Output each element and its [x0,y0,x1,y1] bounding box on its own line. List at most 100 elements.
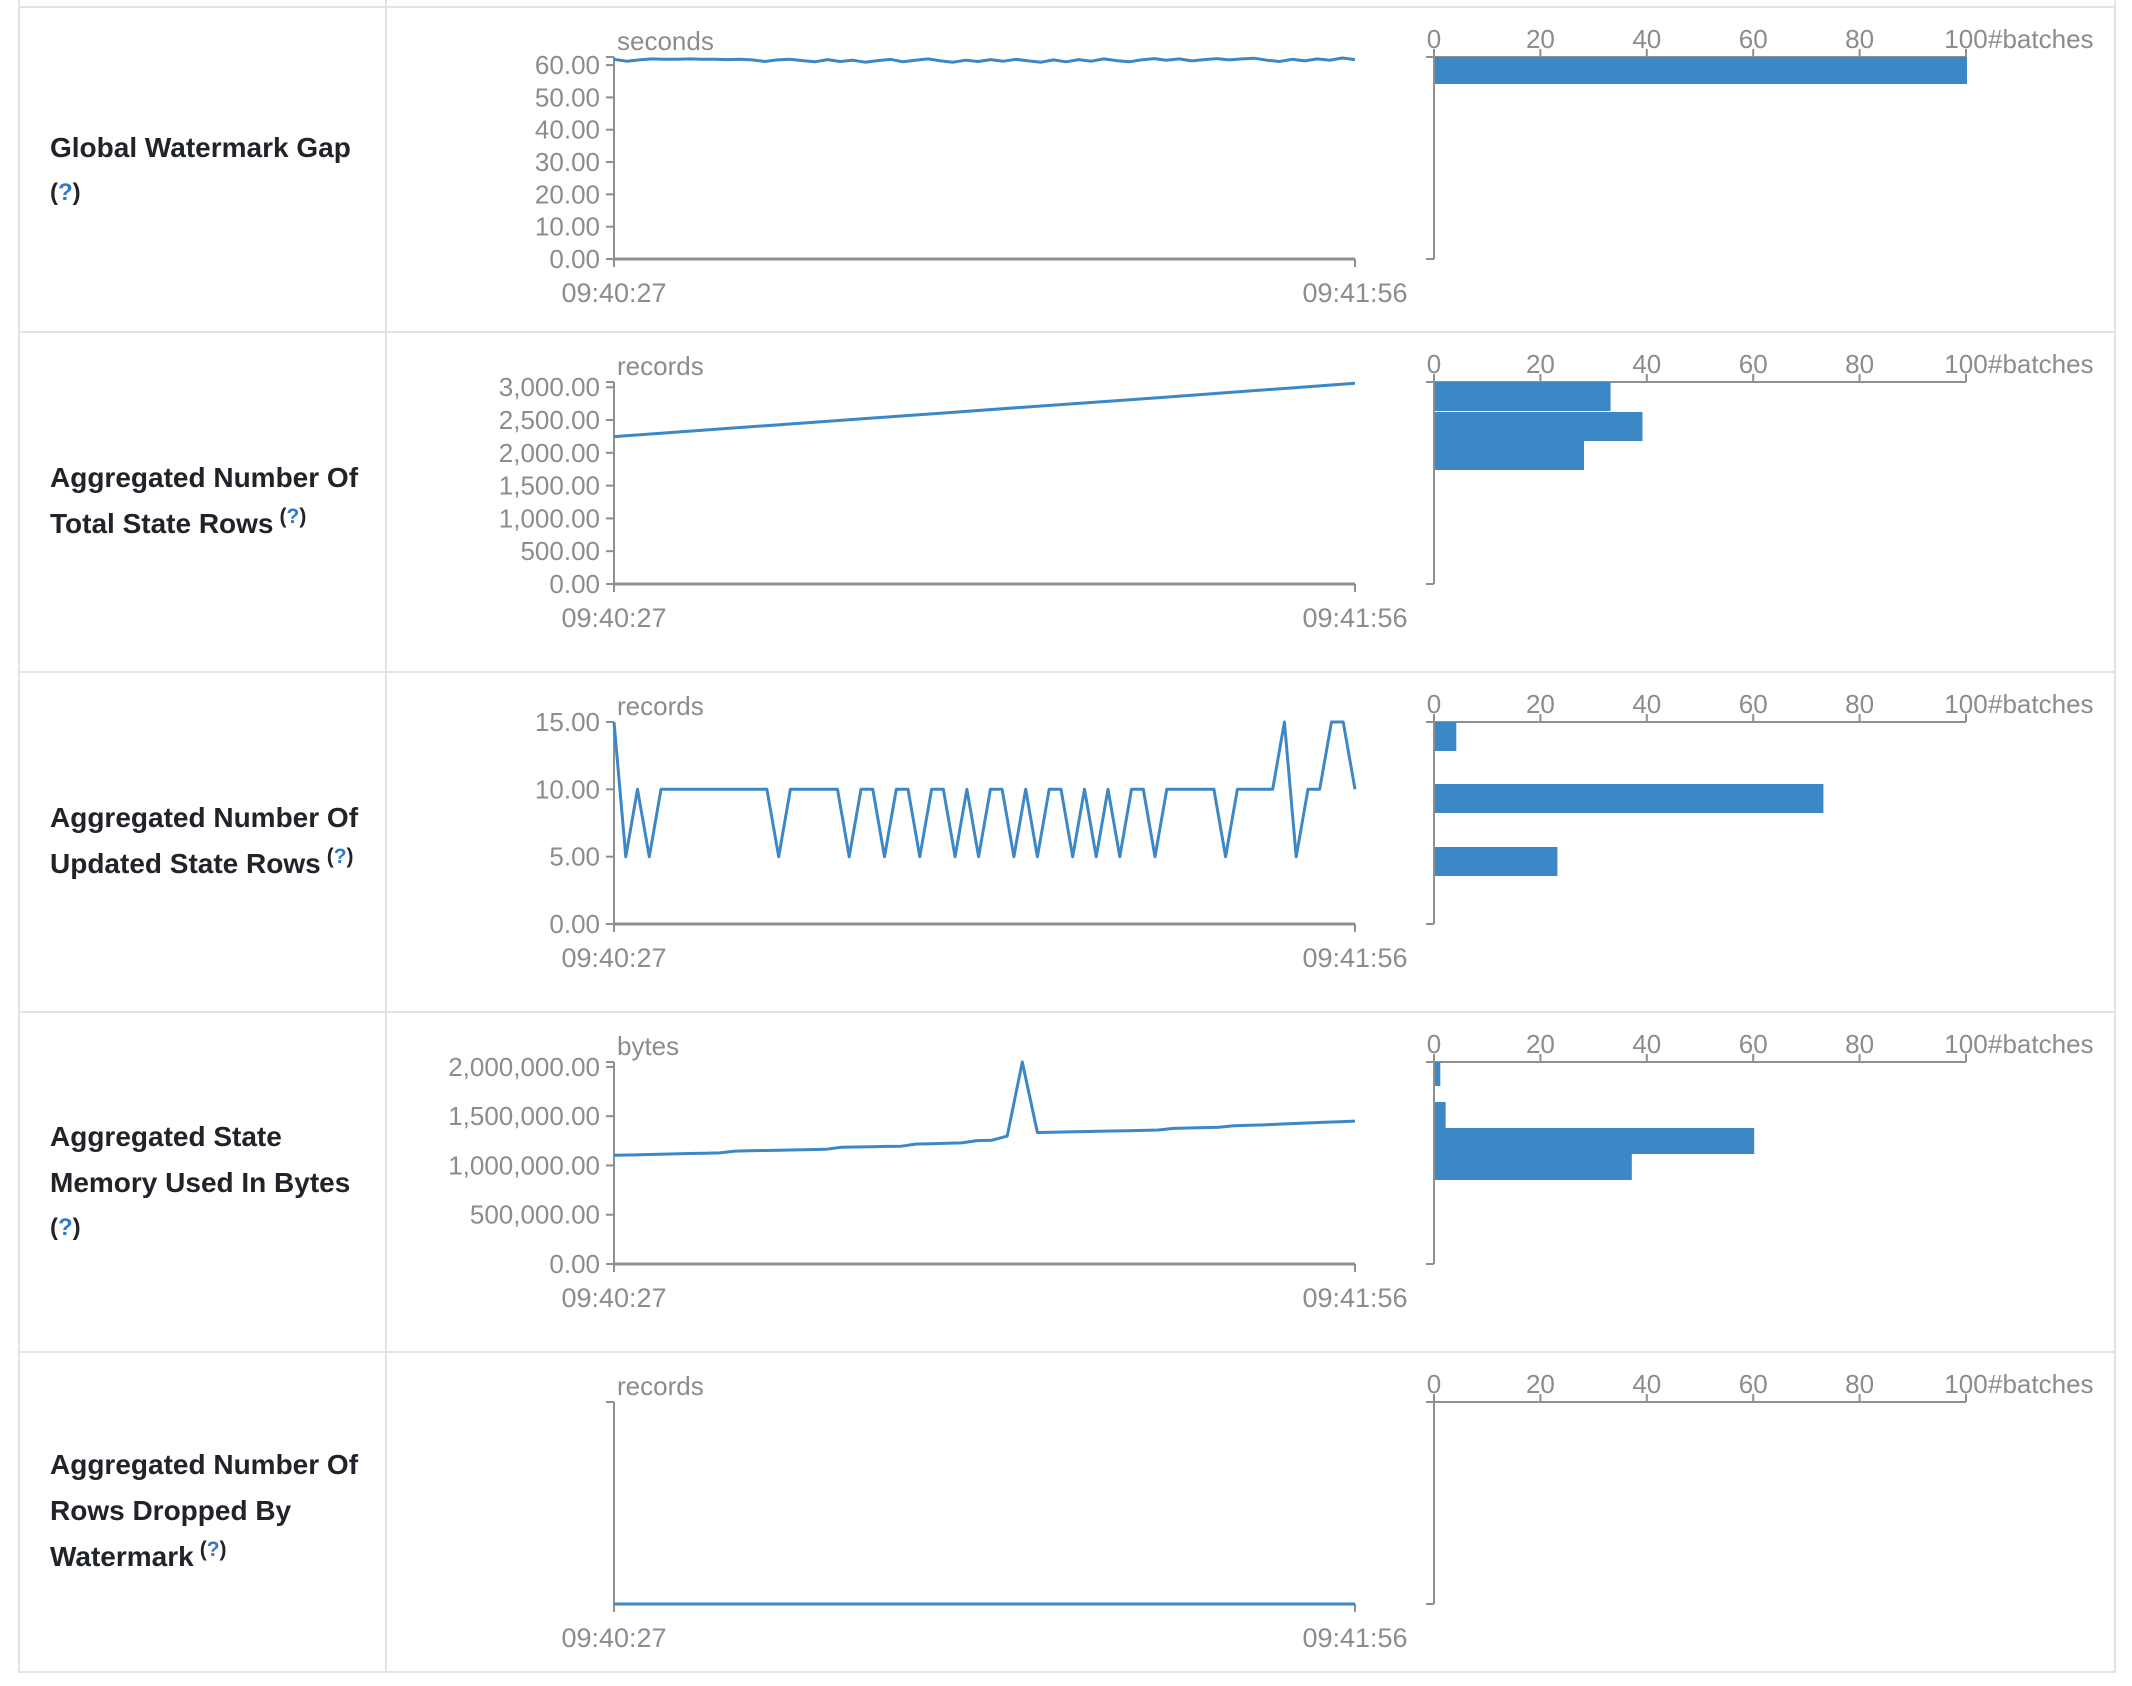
metric-label-line: Aggregated State [50,1121,282,1152]
histogram-x-tick-label: 100 [1944,1029,1987,1059]
y-tick-label: 10.00 [535,774,600,804]
histogram-x-tick-label: 80 [1845,1029,1874,1059]
timeline-chart: records 09:40:27 09:41:56 [561,1371,1407,1653]
y-tick-label: 30.00 [535,147,600,177]
y-tick-label: 20.00 [535,179,600,209]
histogram-x-tick-label: 0 [1427,1029,1441,1059]
x-tick-label-end: 09:41:56 [1302,603,1407,633]
histogram-x-tick-label: 40 [1632,1369,1661,1399]
timeline-line [613,56,1356,64]
metric-charts: records 15.00 10.00 5.00 0.00 09:40:27 09:41:5… [387,673,2114,1011]
metric-label-line: Total State Rows (?) [50,504,307,539]
help-link[interactable]: (?) [199,1537,227,1561]
y-tick-label: 0.00 [549,244,600,274]
metric-label: Aggregated Number Of Updated State Rows (?… [20,673,387,1011]
histogram-bar [1435,1102,1446,1128]
histogram-x-tick-label: 20 [1526,1369,1555,1399]
metric-row-aggregated-total-state-rows: Aggregated Number Of Total State Rows (?) … [20,333,2114,673]
x-tick-label-end: 09:41:56 [1302,1623,1407,1653]
histogram-x-tick-label: 20 [1526,24,1555,54]
y-tick-label: 15.00 [535,707,600,737]
help-link[interactable]: (?) [279,504,307,528]
x-tick-label-end: 09:41:56 [1302,278,1407,308]
histogram-x-tick-label: 80 [1845,349,1874,379]
histogram-bar [1435,722,1457,751]
metric-label-line: Rows Dropped By [50,1494,292,1526]
y-tick-label: 1,500,000.00 [448,1101,600,1131]
timeline-chart: records 15.00 10.00 5.00 0.00 09:40:27 09:41:5… [535,691,1408,973]
table-row-partial [20,0,2114,8]
x-tick-label-start: 09:40:27 [561,603,666,633]
metric-row-global-watermark-gap: Global Watermark Gap (?) seconds 60.00 50.0… [20,8,2114,333]
batches-unit-label: #batches [1988,689,2094,719]
x-tick-label-end: 09:41:56 [1302,943,1407,973]
histogram-x-tick-label: 0 [1427,349,1441,379]
histogram-bar [1435,441,1584,470]
timeline-line [612,720,1357,859]
help-link[interactable]: (?) [326,844,354,868]
y-tick-label: 10.00 [535,212,600,242]
metric-charts: records 09:40:27 09:41:56 0 20 40 60 80 100 #batc… [387,1353,2114,1671]
help-link[interactable]: (?) [50,178,81,206]
histogram-chart: 0 20 40 60 80 100 #batches [1426,689,2094,925]
histogram-chart: 0 20 40 60 80 100 #batches [1426,24,2094,260]
histogram-bar [1435,1154,1632,1180]
histogram-x-tick-label: 100 [1944,1369,1987,1399]
histogram-chart: 0 20 40 60 80 100 #batches [1426,1369,2094,1605]
timeline-line [613,381,1356,439]
histogram-x-tick-label: 0 [1427,24,1441,54]
y-tick-label: 2,000,000.00 [448,1052,600,1082]
histogram-x-tick-label: 0 [1427,1369,1441,1399]
partial-label-cell [20,0,387,6]
metric-label: Aggregated Number Of Total State Rows (?) [20,333,387,671]
x-tick-label-start: 09:40:27 [561,278,666,308]
histogram-bar [1435,784,1824,813]
histogram-bar [1435,1062,1441,1086]
metric-label-line: Memory Used In Bytes [50,1167,351,1198]
metric-row-aggregated-rows-dropped-by-watermark: Aggregated Number Of Rows Dropped By Water… [20,1353,2114,1671]
batches-unit-label: #batches [1988,349,2094,379]
y-tick-label: 60.00 [535,50,600,80]
histogram-x-tick-label: 0 [1427,689,1441,719]
histogram-bar [1435,382,1611,411]
histogram-bar [1435,847,1558,876]
y-tick-label: 2,500.00 [499,405,600,435]
histogram-x-tick-label: 40 [1632,349,1661,379]
histogram-x-tick-label: 80 [1845,689,1874,719]
help-link[interactable]: (?) [50,1214,81,1241]
timeline-chart: bytes 2,000,000.00 1,500,000.00 1,000,000.0… [448,1031,1407,1313]
histogram-x-tick-label: 60 [1739,1029,1768,1059]
metric-label-line: Aggregated Number Of [50,1448,359,1480]
metric-label-line: Global Watermark Gap [50,131,351,163]
y-tick-label: 50.00 [535,82,600,112]
y-tick-label: 3,000.00 [499,372,600,402]
batches-unit-label: #batches [1988,24,2094,54]
timeline-unit-label: seconds [617,26,714,56]
histogram-x-tick-label: 40 [1632,1029,1661,1059]
metric-label: Global Watermark Gap (?) [20,8,387,331]
histogram-x-tick-label: 100 [1944,689,1987,719]
timeline-unit-label: bytes [617,1031,679,1061]
histogram-x-tick-label: 60 [1739,24,1768,54]
y-tick-label: 500,000.00 [470,1200,600,1230]
y-tick-label: 0.00 [549,569,600,599]
histogram-x-tick-label: 20 [1526,349,1555,379]
partial-chart-cell [387,0,2114,6]
metric-charts: seconds 60.00 50.00 40.00 30.00 20.00 10.00 0.0… [387,8,2114,331]
metric-row-aggregated-state-memory: Aggregated State Memory Used In Bytes (?) … [20,1013,2114,1353]
y-tick-label: 0.00 [549,1249,600,1279]
histogram-x-tick-label: 40 [1632,24,1661,54]
metric-charts: records 3,000.00 2,500.00 2,000.00 1,500.00 1… [387,333,2114,671]
timeline-line [613,1060,1356,1157]
y-tick-label: 0.00 [549,909,600,939]
y-tick-label: 500.00 [520,536,600,566]
batches-unit-label: #batches [1988,1029,2094,1059]
metric-label: Aggregated Number Of Rows Dropped By Water… [20,1353,387,1671]
histogram-bar [1435,1128,1755,1154]
metric-row-aggregated-updated-state-rows: Aggregated Number Of Updated State Rows (?… [20,673,2114,1013]
y-tick-label: 1,500.00 [499,471,600,501]
histogram-chart: 0 20 40 60 80 100 #batches [1426,1029,2094,1265]
timeline-unit-label: records [617,351,704,381]
histogram-x-tick-label: 60 [1739,1369,1768,1399]
timeline-unit-label: records [617,1371,704,1401]
